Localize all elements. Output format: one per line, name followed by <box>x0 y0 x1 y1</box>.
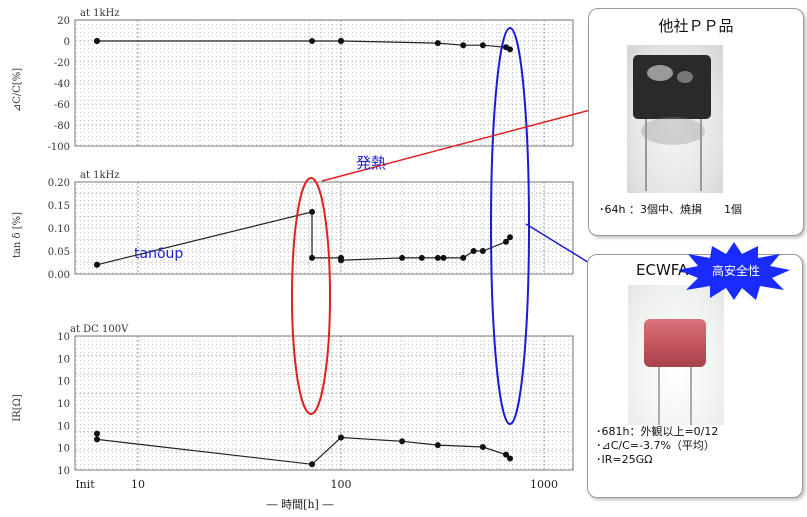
ecwfa-capacitor-photo <box>628 285 724 425</box>
panel-ecwfa-title: ECWFA <box>636 261 689 279</box>
ecwfa-notes: ･681h：外観以上=0/12 ･⊿C/C=-3.7%（平均） ･IR=25GΩ <box>596 425 718 467</box>
data-point-dc-1 <box>94 38 100 44</box>
data-point-ir-3 <box>338 434 344 441</box>
y-tick-dc-0: 20 <box>57 16 70 27</box>
data-point-tan-9 <box>440 254 447 261</box>
y-tick-dc-1: 0 <box>64 37 70 48</box>
panel-competitor-note: ･64h ：3個中、焼損 1個 <box>599 203 742 216</box>
y-tick-ir-3: 10 <box>57 399 70 410</box>
data-point-tan-8 <box>434 254 441 261</box>
data-point-dc-4 <box>338 38 344 44</box>
data-point-tan-10 <box>460 254 467 261</box>
y-tick-ir-6: 10 <box>57 466 70 477</box>
chart-dc: at 1kHz ⊿C/C[%] 20 0 -20 -40 -60 -80 -100 <box>12 8 574 153</box>
data-point-tan-1 <box>94 261 100 268</box>
data-point-tan-2 <box>309 208 316 215</box>
data-point-ir-8 <box>506 455 513 462</box>
data-point-ir-5 <box>434 442 441 449</box>
condition-dc: at 1kHz <box>80 8 120 19</box>
data-point-tan-11 <box>470 248 477 254</box>
data-point-ir-6 <box>479 444 486 451</box>
safety-badge <box>678 242 790 300</box>
plot-frame-ir <box>74 335 574 471</box>
y-tick-dc-2: -20 <box>54 58 70 69</box>
y-tick-dc-5: -80 <box>54 121 70 132</box>
y-tick-tan-1: 0.15 <box>48 201 70 212</box>
data-point-tan-5 <box>338 257 344 264</box>
y-tick-ir-1: 10 <box>57 354 70 365</box>
panel-competitor-title: 他社ＰＰ品 <box>658 17 734 35</box>
x-tick-1: 10 <box>131 478 145 491</box>
ecwfa-note-2: ･⊿C/C=-3.7%（平均） <box>596 439 715 452</box>
panel-competitor: 他社ＰＰ品 ･64h ：3個中、焼損 1個 <box>588 8 804 236</box>
y-tick-dc-6: -100 <box>48 142 70 153</box>
data-point-dc-2 <box>309 38 316 44</box>
highlight-ellipse-red <box>291 177 331 415</box>
data-point-tan-6 <box>399 254 406 261</box>
y-tick-tan-3: 0.05 <box>48 247 70 258</box>
ecwfa-note-3: ･IR=25GΩ <box>596 453 653 466</box>
condition-tan: at 1kHz <box>80 170 120 181</box>
burnt-capacitor-photo <box>627 45 723 193</box>
y-tick-ir-0: 10 <box>57 332 70 343</box>
x-tick-0: Init <box>75 478 95 491</box>
data-point-ir-0 <box>94 430 100 437</box>
data-point-dc-7 <box>479 42 486 49</box>
panel-ecwfa: ECWFA ･681h：外観以上=0/12 ･⊿C/C=-3.7%（平均） ･I… <box>587 254 803 498</box>
y-tick-tan-2: 0.10 <box>48 224 70 235</box>
annotation-tan-up: tanδup <box>134 246 184 262</box>
annotation-hatsunetsu: 発熱 <box>356 154 387 172</box>
y-tick-tan-0: 0.20 <box>48 178 70 189</box>
ecwfa-note-1: ･681h：外観以上=0/12 <box>596 425 719 438</box>
ylabel-ir: IR[Ω] <box>12 394 23 422</box>
ylabel-tan: tan δ [%] <box>12 212 23 258</box>
data-point-tan-3 <box>309 254 316 261</box>
chart-ir: at DC 100V IR[Ω] 10 10 10 10 10 10 10 <box>12 324 574 477</box>
x-tick-3: 1000 <box>530 478 558 491</box>
condition-ir: at DC 100V <box>70 324 129 335</box>
data-point-dc-9 <box>506 46 513 53</box>
arrow-red <box>321 95 631 182</box>
y-tick-ir-2: 10 <box>57 377 70 388</box>
safety-badge-label: 高安全性 <box>711 264 760 278</box>
data-point-ir-2 <box>309 461 316 468</box>
data-point-ir-1 <box>94 436 100 443</box>
x-tick-2: 100 <box>331 478 352 491</box>
data-point-ir-7 <box>503 451 510 458</box>
data-point-dc-5 <box>434 40 441 47</box>
data-point-tan-14 <box>506 234 513 241</box>
ylabel-dc: ⊿C/C[%] <box>12 68 23 112</box>
data-point-dc-6 <box>460 42 467 49</box>
chart-tan: at 1kHz tan δ [%] 0.20 0.15 0.10 0.05 0.00 <box>12 170 574 281</box>
y-tick-dc-3: -40 <box>54 79 70 90</box>
y-tick-ir-4: 10 <box>57 421 70 432</box>
x-axis-label: ― 時間[h] ― <box>267 498 334 511</box>
data-point-tan-12 <box>479 248 486 254</box>
y-tick-ir-5: 10 <box>57 444 70 455</box>
data-point-tan-7 <box>418 254 425 261</box>
data-point-ir-4 <box>399 438 406 445</box>
x-axis: Init 10 100 1000 <box>75 478 558 491</box>
y-tick-tan-4: 0.00 <box>48 270 70 281</box>
y-tick-dc-4: -60 <box>54 100 70 111</box>
data-point-tan-13 <box>503 238 510 245</box>
